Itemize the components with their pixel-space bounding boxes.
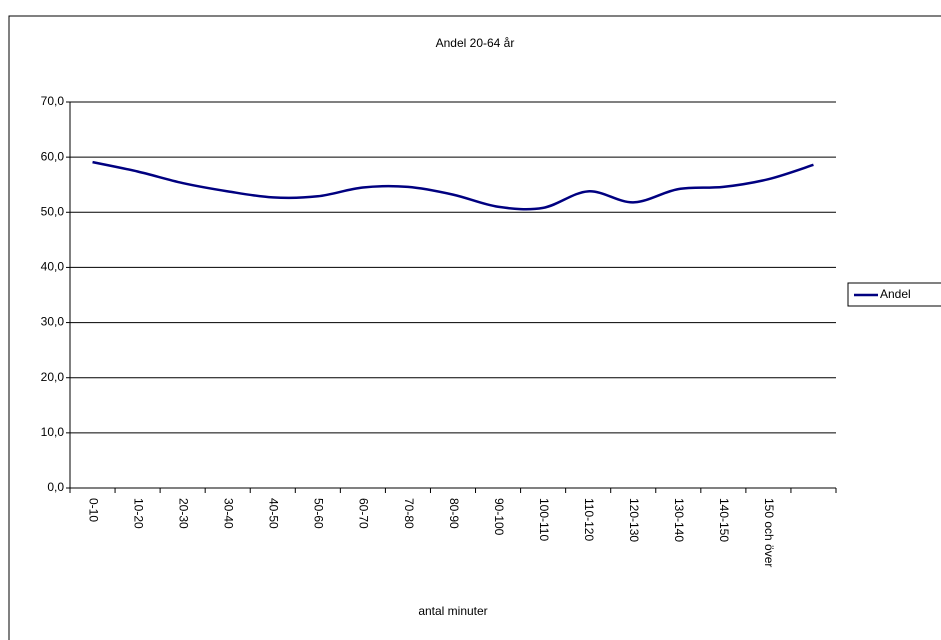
y-tick-label: 70,0 bbox=[41, 94, 65, 108]
y-tick-label: 60,0 bbox=[41, 149, 65, 163]
y-tick-label: 50,0 bbox=[41, 204, 65, 218]
x-tick-label: 100-110 bbox=[537, 498, 551, 541]
y-tick-label: 30,0 bbox=[41, 315, 65, 329]
chart-title: Andel 20-64 år bbox=[436, 36, 515, 50]
y-tick-label: 0,0 bbox=[47, 480, 64, 494]
x-tick-label: 70-80 bbox=[402, 498, 416, 529]
x-tick-label: 10-20 bbox=[131, 498, 145, 529]
chart-frame bbox=[8, 15, 941, 640]
x-axis-title: antal minuter bbox=[418, 604, 487, 618]
x-tick-label: 60-70 bbox=[357, 498, 371, 529]
x-tick-label: 90-100 bbox=[492, 498, 506, 536]
x-tick-label: 150 och över bbox=[762, 498, 776, 567]
x-tick-label: 40-50 bbox=[267, 498, 281, 529]
x-tick-label: 80-90 bbox=[447, 498, 461, 529]
y-tick-label: 20,0 bbox=[41, 370, 65, 384]
y-tick-label: 10,0 bbox=[41, 425, 65, 439]
x-tick-label: 120-130 bbox=[627, 498, 641, 542]
legend-box bbox=[847, 282, 941, 307]
x-tick-label: 50-60 bbox=[312, 498, 326, 529]
x-tick-label: 140-150 bbox=[717, 498, 731, 542]
x-tick-label: 130-140 bbox=[672, 498, 686, 542]
legend-label: Andel bbox=[880, 287, 911, 301]
data-line bbox=[92, 160, 814, 211]
x-tick-label: 0-10 bbox=[86, 498, 100, 522]
x-tick-label: 30-40 bbox=[222, 498, 236, 529]
x-tick-label: 110-120 bbox=[582, 498, 596, 541]
y-tick-label: 40,0 bbox=[41, 260, 65, 274]
x-tick-label: 20-30 bbox=[176, 498, 190, 529]
